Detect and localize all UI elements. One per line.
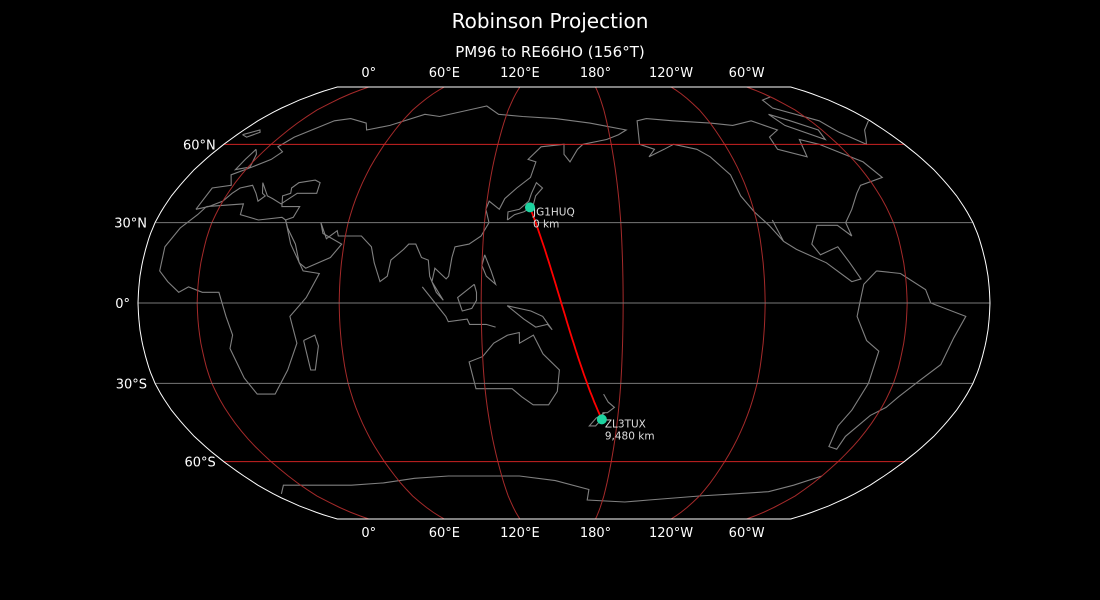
- longitude-label-top: 120°E: [500, 66, 540, 81]
- longitude-label-top: 120°W: [649, 66, 693, 81]
- longitude-label-top: 180°: [580, 66, 611, 81]
- coastline: [636, 118, 884, 283]
- longitude-label-bottom: 60°E: [429, 526, 460, 541]
- station-callsign: JG1HUQ: [532, 206, 575, 218]
- coastline: [159, 203, 321, 395]
- station-callsign: ZL3TUX: [605, 418, 646, 430]
- longitude-label-bottom: 120°E: [500, 526, 540, 541]
- coastlines: [159, 96, 967, 503]
- station-marker[interactable]: [524, 202, 535, 213]
- station-marker[interactable]: [596, 414, 607, 425]
- coastline: [828, 270, 967, 450]
- map-subtitle: PM96 to RE66HO (156°T): [455, 43, 645, 61]
- map-title: Robinson Projection: [451, 9, 649, 33]
- station-distance: 9,480 km: [605, 430, 655, 442]
- coastline: [761, 96, 869, 146]
- coastline: [233, 148, 257, 171]
- longitude-label-top: 60°W: [729, 66, 765, 81]
- latitude-label: 30°N: [114, 217, 147, 232]
- coastline: [242, 129, 261, 138]
- latitude-label: 0°: [115, 297, 130, 312]
- coastline: [506, 305, 553, 331]
- great-circle-path: [529, 207, 603, 420]
- longitude-label-top: 60°E: [429, 66, 460, 81]
- latitude-label: 30°S: [116, 377, 147, 392]
- longitude-label-top: 0°: [361, 66, 376, 81]
- longitude-label-bottom: 60°W: [729, 526, 765, 541]
- coastline: [280, 475, 823, 503]
- coastline: [456, 283, 478, 312]
- coastline: [421, 286, 496, 328]
- coastline: [195, 105, 628, 301]
- coastline: [481, 254, 497, 287]
- latitude-label: 60°N: [183, 138, 216, 153]
- graticule: [138, 86, 990, 520]
- coastline: [768, 113, 827, 141]
- map-border: [137, 86, 991, 520]
- coastline: [303, 334, 319, 371]
- station-distance: 0 km: [533, 218, 559, 230]
- longitude-label-bottom: 0°: [361, 526, 376, 541]
- longitude-label-bottom: 120°W: [649, 526, 693, 541]
- coastline: [468, 331, 560, 406]
- latitude-label: 60°S: [184, 456, 215, 471]
- longitude-label-bottom: 180°: [580, 526, 611, 541]
- axis-tick-labels: 0° 0° 60°E 60°E 120°E 120°E 180° 180° 120°W 120°W…: [114, 66, 764, 541]
- coastline: [506, 181, 544, 221]
